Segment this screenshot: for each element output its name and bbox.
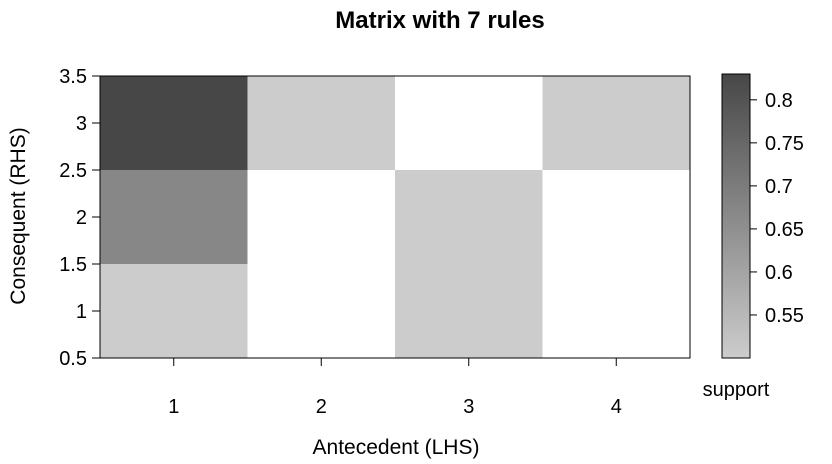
legend-ticks: 0.55 0.6 0.65 0.7 0.75 0.8 <box>750 90 804 327</box>
x-tick-label: 1 <box>168 396 179 418</box>
x-tick-label: 4 <box>611 396 622 418</box>
y-tick-label: 3.5 <box>59 66 87 88</box>
heatmap-cell <box>542 76 690 170</box>
legend-color-bar <box>721 73 751 359</box>
y-axis-label: Consequent (RHS) <box>7 127 30 304</box>
heatmap-cells <box>100 76 690 358</box>
chart-title: Matrix with 7 rules <box>335 7 544 34</box>
x-tick-label: 3 <box>463 396 474 418</box>
heatmap-cell <box>247 76 395 170</box>
heatmap-cell <box>100 76 248 170</box>
x-axis: 1 2 3 4 <box>168 358 622 418</box>
support-legend: 0.55 0.6 0.65 0.7 0.75 0.8 support <box>703 73 804 401</box>
heatmap-cell <box>100 264 248 358</box>
y-tick-label: 3 <box>76 113 87 135</box>
x-axis-label: Antecedent (LHS) <box>313 436 480 459</box>
y-tick-label: 1.5 <box>59 254 87 276</box>
heatmap-cell <box>395 170 543 264</box>
x-tick-label: 2 <box>316 396 327 418</box>
y-tick-label: 2.5 <box>59 160 87 182</box>
legend-tick-label: 0.6 <box>765 262 793 284</box>
y-axis: 0.5 1 1.5 2 2.5 3 3.5 <box>59 66 100 370</box>
legend-tick-label: 0.65 <box>765 219 804 241</box>
legend-tick-label: 0.55 <box>765 305 804 327</box>
legend-tick-label: 0.7 <box>765 176 793 198</box>
y-tick-label: 1 <box>76 301 87 323</box>
heatmap-cell <box>395 264 543 358</box>
y-tick-label: 2 <box>76 207 87 229</box>
legend-tick-label: 0.75 <box>765 133 804 155</box>
y-tick-label: 0.5 <box>59 348 87 370</box>
heatmap-cell <box>100 170 248 264</box>
legend-tick-label: 0.8 <box>765 90 793 112</box>
legend-title: support <box>703 379 770 401</box>
